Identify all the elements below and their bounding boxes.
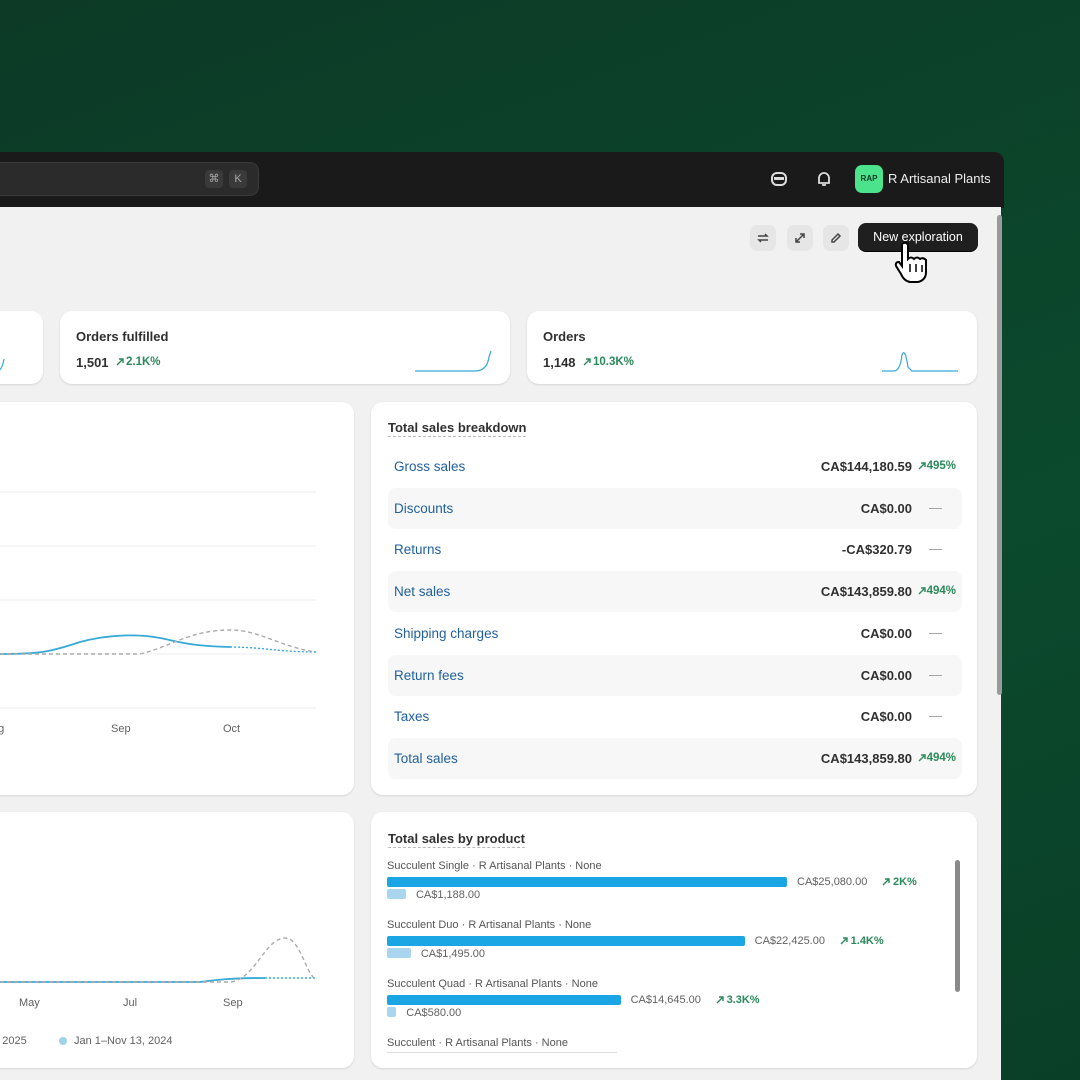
up-arrow xyxy=(840,937,848,945)
by-product-card: Total sales by product Succulent Single … xyxy=(371,812,977,1068)
sales-change: 3.3K% xyxy=(726,994,760,1006)
sales-chart xyxy=(0,491,317,709)
scrollbar xyxy=(955,860,960,992)
breakdown-row: Shipping charges CA$0.00 — xyxy=(388,613,962,654)
row-label: Discounts xyxy=(394,500,454,516)
orders-chart-card: May Jul Sep 3, 2025 Jan 1–Nov 13, 2024 xyxy=(0,812,354,1068)
row-label: Shipping charges xyxy=(394,625,499,641)
x-axis-label: Sep xyxy=(111,723,131,735)
edit-button[interactable] xyxy=(823,225,849,251)
row-label: Return fees xyxy=(394,667,464,683)
sales-bar xyxy=(387,995,621,1005)
card-title: Total sales by product xyxy=(388,831,526,848)
previous-amount: CA$580.00 xyxy=(406,1007,462,1019)
expand-button[interactable] xyxy=(787,225,813,251)
breakdown-row: Net sales CA$143,859.80 494% xyxy=(388,571,962,613)
row-change: 494% xyxy=(926,585,956,598)
product-name: Succulent Single · R Artisanal Plants · … xyxy=(387,860,602,872)
x-axis-label: Sep xyxy=(223,997,243,1009)
sparkline xyxy=(882,352,958,372)
metric-value: 1,148 xyxy=(543,355,576,370)
previous-amount: CA$1,495.00 xyxy=(420,948,486,960)
card-title: Total sales breakdown xyxy=(388,420,527,437)
x-axis-label: May xyxy=(19,997,40,1009)
row-label: Returns xyxy=(394,542,442,558)
x-axis-label: ug xyxy=(0,723,5,735)
sales-change: 1.4K% xyxy=(850,935,884,947)
previous-bar xyxy=(387,948,411,958)
refresh-button[interactable] xyxy=(750,225,776,251)
sparkline xyxy=(415,350,492,372)
sales-amount: CA$14,645.00 xyxy=(630,994,701,1006)
up-arrow xyxy=(882,878,890,886)
legend-label: 3, 2025 xyxy=(0,1035,27,1047)
hand-cursor xyxy=(894,241,927,283)
breakdown-row: Total sales CA$143,859.80 494% xyxy=(388,737,962,779)
metric-card: Orders fulfilled 1,501 2.1K% xyxy=(60,311,510,384)
row-change: 494% xyxy=(926,751,956,764)
row-label: Total sales xyxy=(394,750,458,766)
up-arrow xyxy=(716,996,724,1004)
x-axis-label: Oct xyxy=(223,723,241,735)
product-name: Succulent · R Artisanal Plants · None xyxy=(387,1037,617,1053)
sales-amount: CA$25,080.00 xyxy=(797,876,868,888)
sidekick-icon[interactable] xyxy=(770,170,788,188)
metric-card: Orders 1,148 10.3K% xyxy=(527,311,977,384)
breakdown-row: Return fees CA$0.00 — xyxy=(388,654,962,696)
row-change: — xyxy=(929,541,942,557)
row-value: CA$0.00 xyxy=(860,667,912,683)
legend-dot xyxy=(59,1037,67,1045)
x-axis-label: Jul xyxy=(123,997,138,1009)
breakdown-row: Returns -CA$320.79 — xyxy=(388,529,962,570)
row-change: — xyxy=(929,624,942,640)
up-arrow xyxy=(918,754,926,762)
up-arrow xyxy=(918,462,926,470)
previous-amount: CA$1,188.00 xyxy=(415,889,481,901)
up-arrow xyxy=(918,587,926,595)
row-value: CA$143,859.80 xyxy=(820,584,912,600)
scrollbar xyxy=(997,215,1002,695)
new-exploration-button[interactable]: New exploration xyxy=(858,223,978,251)
previous-bar xyxy=(387,889,406,899)
sales-bar xyxy=(387,877,787,887)
row-label: Taxes xyxy=(394,709,430,725)
breakdown-row: Gross sales CA$144,180.59 495% xyxy=(388,446,962,487)
sales-amount: CA$22,425.00 xyxy=(754,935,825,947)
breakdown-row: Taxes CA$0.00 — xyxy=(388,696,962,737)
row-change: — xyxy=(929,666,942,682)
sales-bar xyxy=(387,936,745,946)
bell-icon[interactable] xyxy=(815,170,833,188)
sales-change: 2K% xyxy=(893,876,917,888)
metric-title: Orders fulfilled xyxy=(76,329,169,344)
metric-change: 10.3K% xyxy=(593,356,634,368)
up-arrow xyxy=(116,358,124,366)
row-value: CA$0.00 xyxy=(860,500,912,516)
row-value: CA$0.00 xyxy=(860,625,912,641)
row-value: -CA$320.79 xyxy=(841,542,912,558)
up-arrow xyxy=(583,358,591,366)
shortcut-key: K xyxy=(229,170,247,188)
metric-change: 2.1K% xyxy=(126,356,161,368)
product-name: Succulent Quad · R Artisanal Plants · No… xyxy=(387,978,598,990)
metric-title: Orders xyxy=(543,329,586,344)
store-badge[interactable]: RAP xyxy=(855,165,883,193)
row-label: Net sales xyxy=(394,584,451,600)
breakdown-row: Discounts CA$0.00 — xyxy=(388,487,962,529)
previous-bar xyxy=(387,1007,397,1017)
row-value: CA$143,859.80 xyxy=(820,750,912,766)
metric-value: 1,501 xyxy=(76,355,109,370)
row-label: Gross sales xyxy=(394,459,466,474)
row-change: — xyxy=(929,499,942,515)
shortcut-key: ⌘ xyxy=(205,170,223,188)
product-name: Succulent Duo · R Artisanal Plants · Non… xyxy=(387,919,592,931)
sales-chart-card: ug Sep Oct xyxy=(0,402,354,795)
metric-card xyxy=(0,311,43,384)
row-value: CA$0.00 xyxy=(860,709,912,725)
row-change: 495% xyxy=(926,460,956,472)
store-name[interactable]: R Artisanal Plants xyxy=(888,171,991,186)
row-value: CA$144,180.59 xyxy=(820,459,912,474)
legend-label: Jan 1–Nov 13, 2024 xyxy=(74,1035,173,1047)
row-change: — xyxy=(929,708,942,724)
